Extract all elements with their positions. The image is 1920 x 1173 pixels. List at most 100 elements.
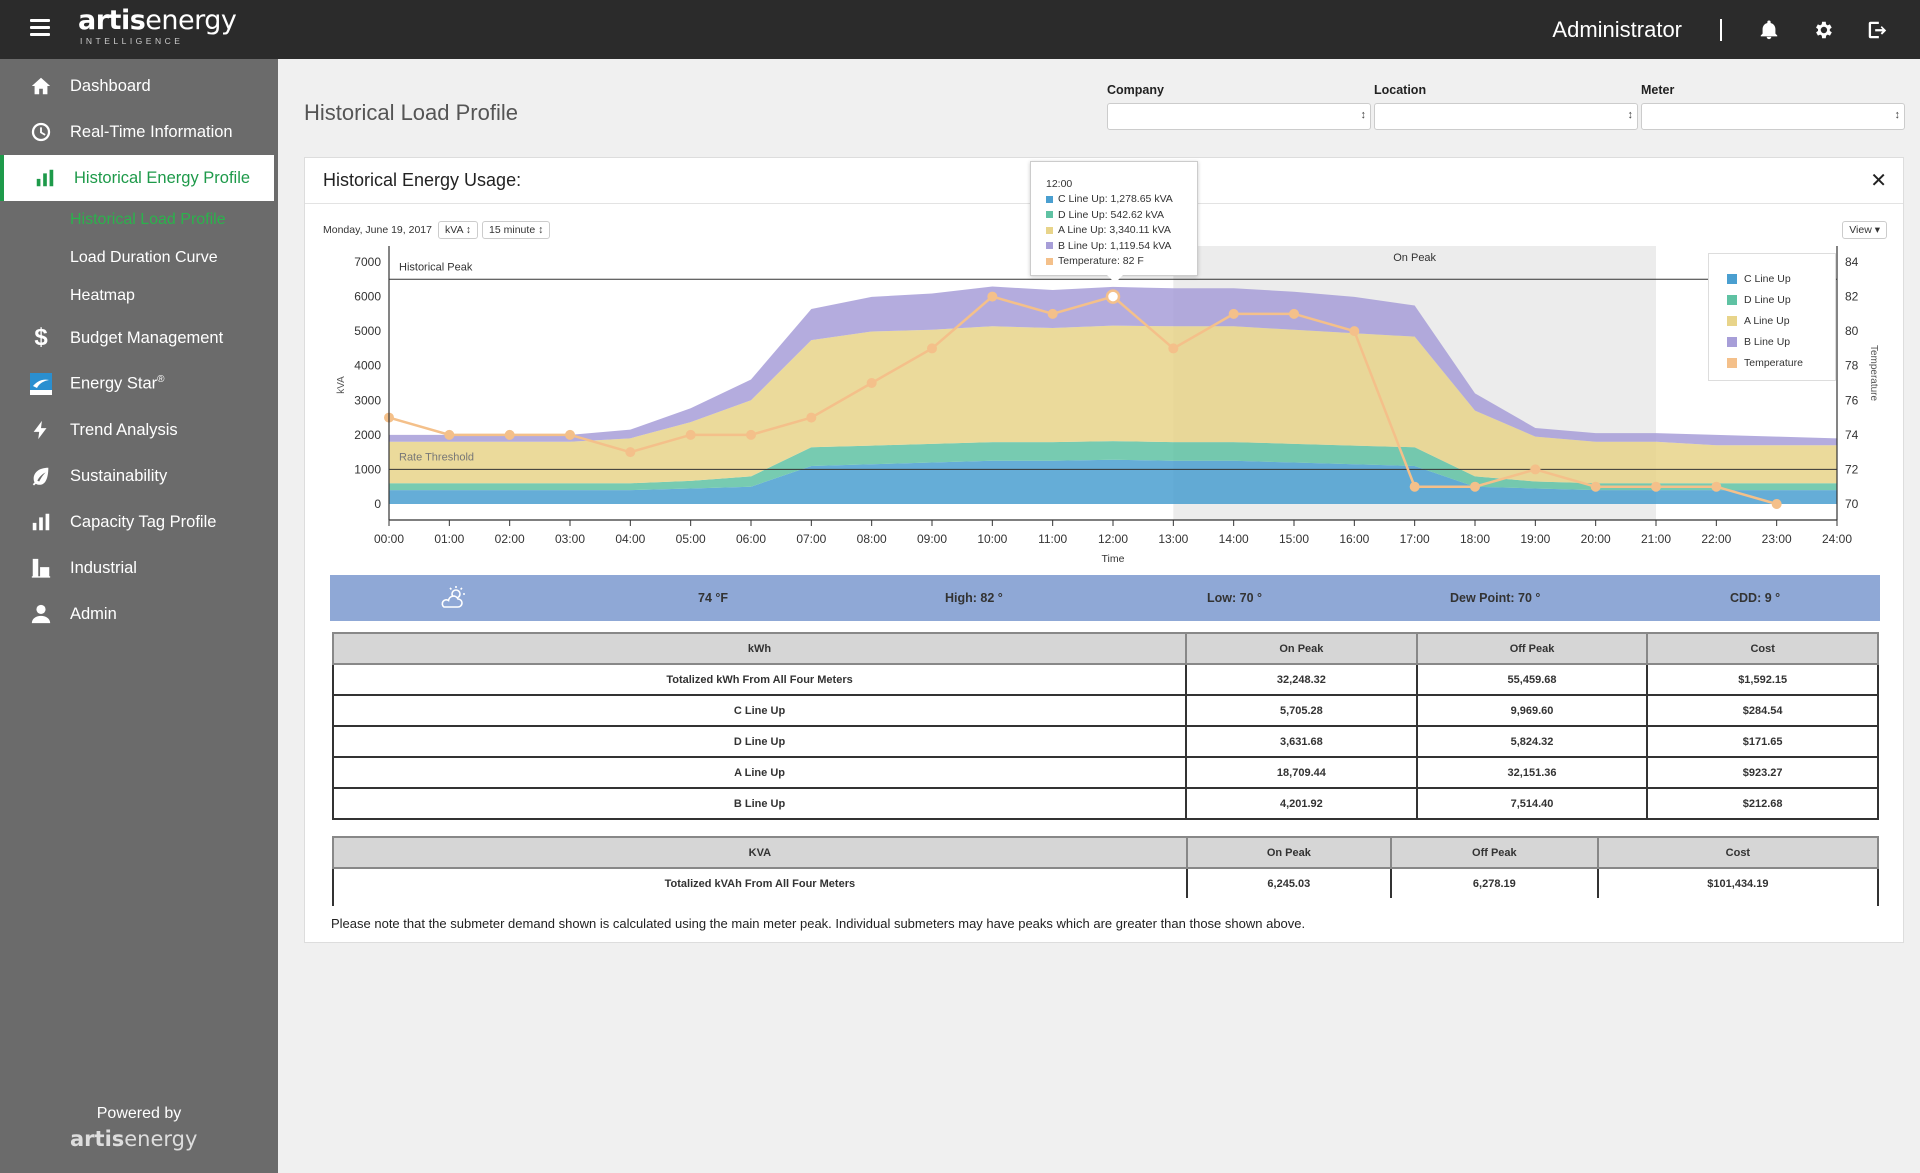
table-cell: 5,824.32: [1415, 725, 1649, 758]
table-header-row: kWh On Peak Off Peak Cost: [331, 632, 1879, 665]
sidebar-item-label: Budget Management: [70, 328, 224, 347]
table-continuation: [332, 898, 1879, 906]
sidebar-item-trend-analysis[interactable]: Trend Analysis: [0, 407, 278, 453]
bell-icon[interactable]: [1758, 19, 1780, 41]
powered-by-logo: artisenergy: [70, 1127, 197, 1151]
legend-label: B Line Up: [1744, 335, 1791, 348]
chart-legend: C Line Up D Line Up A Line Up B Line Up …: [1708, 253, 1836, 381]
sidebar-item-capacity-tag-profile[interactable]: Capacity Tag Profile: [0, 499, 278, 545]
legend-item[interactable]: B Line Up: [1727, 331, 1835, 352]
leaf-icon: [28, 463, 54, 489]
legend-item[interactable]: A Line Up: [1727, 310, 1835, 331]
sidebar-item-label: Energy Star®: [70, 374, 165, 394]
table-header-row: KVA On Peak Off Peak Cost: [332, 836, 1880, 869]
registered-mark: ®: [157, 374, 165, 386]
column-header: Cost: [1646, 632, 1879, 665]
tooltip-time: 12:00: [1046, 177, 1073, 190]
partly-cloudy-icon: [438, 585, 468, 614]
column-header: Off Peak: [1389, 836, 1599, 869]
table-cell: 5,705.28: [1185, 694, 1418, 727]
unit-value: kVA: [444, 224, 463, 236]
legend-item[interactable]: D Line Up: [1727, 289, 1835, 310]
top-bar: artisenergy INTELLIGENCE Administrator: [0, 0, 1920, 59]
column-header: kWh: [331, 632, 1188, 665]
location-filter: Location: [1374, 83, 1638, 130]
legend-label: C Line Up: [1744, 272, 1791, 285]
table-cell: D Line Up: [331, 725, 1188, 758]
logo-text: energy: [145, 5, 237, 36]
sidebar-subitem-load-duration-curve[interactable]: Load Duration Curve: [70, 249, 218, 266]
chart-controls: Monday, June 19, 2017 kVA ↕ 15 minute ↕: [323, 221, 554, 239]
meter-label: Meter: [1641, 83, 1675, 97]
table-cell: 4,201.92: [1185, 787, 1418, 820]
company-select[interactable]: [1107, 103, 1371, 130]
sidebar-item-real-time[interactable]: Real-Time Information: [0, 109, 278, 155]
weather-temp: 74 °F: [698, 591, 729, 605]
view-dropdown[interactable]: View ▾: [1842, 221, 1887, 239]
logo-text-bold: artis: [78, 5, 146, 36]
unit-select[interactable]: kVA ↕: [437, 221, 479, 239]
table-row: D Line Up 3,631.68 5,824.32 $171.65: [331, 725, 1879, 758]
user-name[interactable]: Administrator: [1552, 16, 1682, 42]
legend-swatch: [1727, 336, 1737, 347]
energy-star-icon: [28, 371, 54, 397]
sidebar-subitem-heatmap[interactable]: Heatmap: [70, 287, 135, 304]
tooltip-row: B Line Up: 1,119.54 kVA: [1046, 238, 1197, 254]
table-row: A Line Up 18,709.44 32,151.36 $923.27: [331, 756, 1879, 789]
company-filter: Company: [1107, 83, 1371, 130]
card-title: Historical Energy Usage:: [323, 170, 522, 190]
sidebar-subitem-historical-load-profile[interactable]: Historical Load Profile: [70, 211, 226, 228]
powered-by-label: Powered by: [96, 1105, 182, 1122]
column-header: KVA: [332, 836, 1188, 869]
sidebar-item-label: Sustainability: [70, 466, 168, 485]
sidebar-item-label: Historical Energy Profile: [74, 168, 251, 187]
sidebar-item-admin[interactable]: Admin: [0, 591, 278, 637]
sidebar-item-sustainability[interactable]: Sustainability: [0, 453, 278, 499]
location-label: Location: [1374, 83, 1427, 97]
sidebar: Dashboard Real-Time Information Historic…: [0, 59, 278, 1173]
legend-item[interactable]: C Line Up: [1727, 268, 1835, 289]
sidebar-item-label: Admin: [70, 604, 117, 623]
sidebar-item-budget-management[interactable]: $ Budget Management: [0, 315, 278, 361]
close-icon[interactable]: ✕: [1870, 170, 1887, 192]
meter-filter: Meter: [1641, 83, 1905, 130]
sidebar-item-label: Trend Analysis: [70, 420, 178, 439]
gear-icon[interactable]: [1812, 19, 1834, 41]
table-cell: 6,278.19: [1389, 867, 1599, 900]
sidebar-item-label: Capacity Tag Profile: [70, 512, 217, 531]
table-cell: $212.68: [1646, 787, 1879, 820]
location-select[interactable]: [1374, 103, 1638, 130]
menu-icon[interactable]: [30, 19, 50, 37]
table-row: B Line Up 4,201.92 7,514.40 $212.68: [331, 787, 1879, 820]
logout-icon[interactable]: [1866, 19, 1888, 41]
view-label: View: [1849, 224, 1872, 236]
tooltip-swatch: [1046, 226, 1053, 234]
interval-value: 15 minute: [489, 224, 536, 236]
company-label: Company: [1107, 83, 1164, 97]
table-cell: 32,151.36: [1415, 756, 1649, 789]
sidebar-item-energy-star[interactable]: Energy Star®: [0, 361, 278, 407]
lightning-icon: [28, 417, 54, 443]
sidebar-item-dashboard[interactable]: Dashboard: [0, 63, 278, 109]
weather-dew-point: Dew Point: 70 °: [1450, 591, 1541, 605]
weather-bar: 74 °F High: 82 ° Low: 70 ° Dew Point: 70…: [330, 575, 1880, 621]
legend-label: Temperature: [1744, 356, 1803, 369]
legend-item[interactable]: Temperature: [1727, 352, 1835, 373]
tooltip-swatch: [1046, 195, 1053, 203]
column-header: On Peak: [1185, 632, 1418, 665]
divider: [1720, 18, 1722, 41]
sidebar-item-industrial[interactable]: Industrial: [0, 545, 278, 591]
tooltip-row: C Line Up: 1,278.65 kVA: [1046, 192, 1197, 208]
table-cell: C Line Up: [331, 694, 1188, 727]
kwh-table: kWh On Peak Off Peak Cost Totalized kWh …: [331, 632, 1879, 820]
logo[interactable]: artisenergy INTELLIGENCE: [78, 5, 237, 47]
sidebar-item-historical-energy-profile[interactable]: Historical Energy Profile: [0, 155, 274, 201]
user-icon: [28, 601, 54, 627]
meter-select[interactable]: [1641, 103, 1905, 130]
legend-swatch: [1727, 273, 1737, 284]
table-cell: $101,434.19: [1596, 867, 1880, 900]
bar-chart-icon: [28, 509, 54, 535]
interval-select[interactable]: 15 minute ↕: [482, 221, 551, 239]
table-cell: $1,592.15: [1646, 663, 1879, 696]
table-row: Totalized kVAh From All Four Meters 6,245…: [332, 867, 1880, 900]
